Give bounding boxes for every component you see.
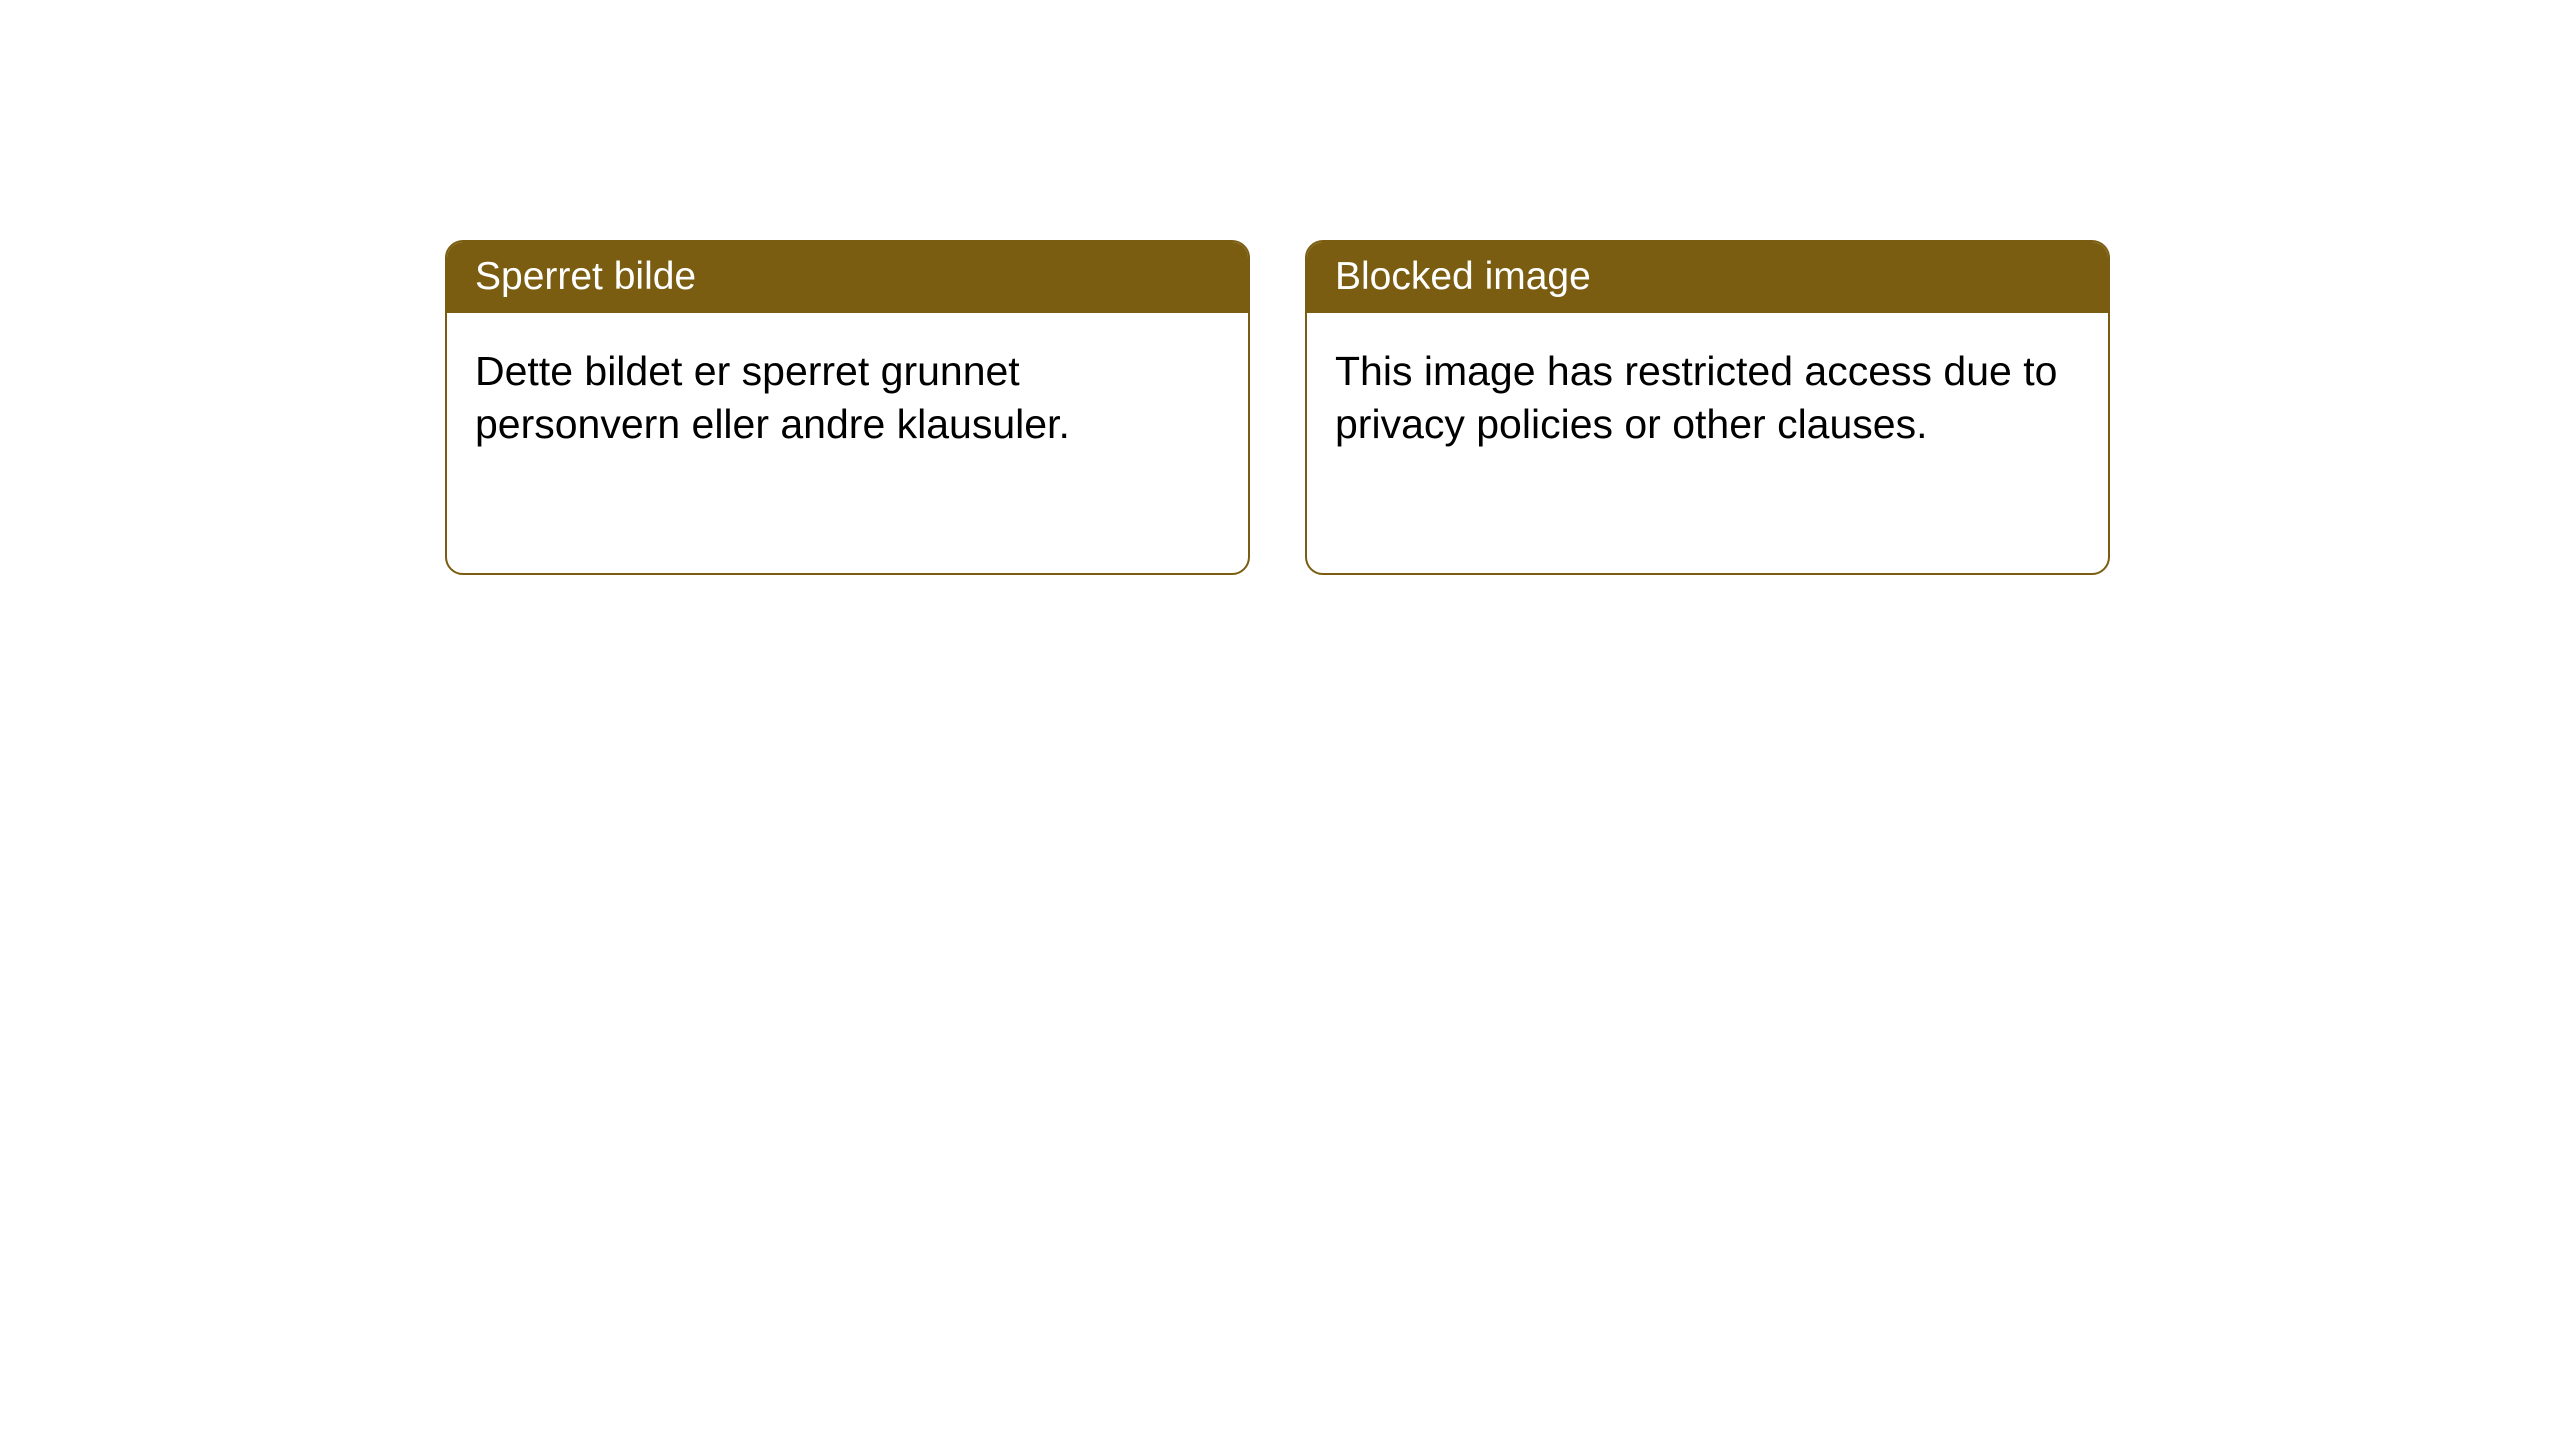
card-header-norwegian: Sperret bilde [447,242,1248,313]
card-body-norwegian: Dette bildet er sperret grunnet personve… [447,313,1248,484]
notice-card-english: Blocked image This image has restricted … [1305,240,2110,575]
notice-card-norwegian: Sperret bilde Dette bildet er sperret gr… [445,240,1250,575]
notice-cards-container: Sperret bilde Dette bildet er sperret gr… [445,240,2110,575]
card-header-english: Blocked image [1307,242,2108,313]
card-body-english: This image has restricted access due to … [1307,313,2108,484]
